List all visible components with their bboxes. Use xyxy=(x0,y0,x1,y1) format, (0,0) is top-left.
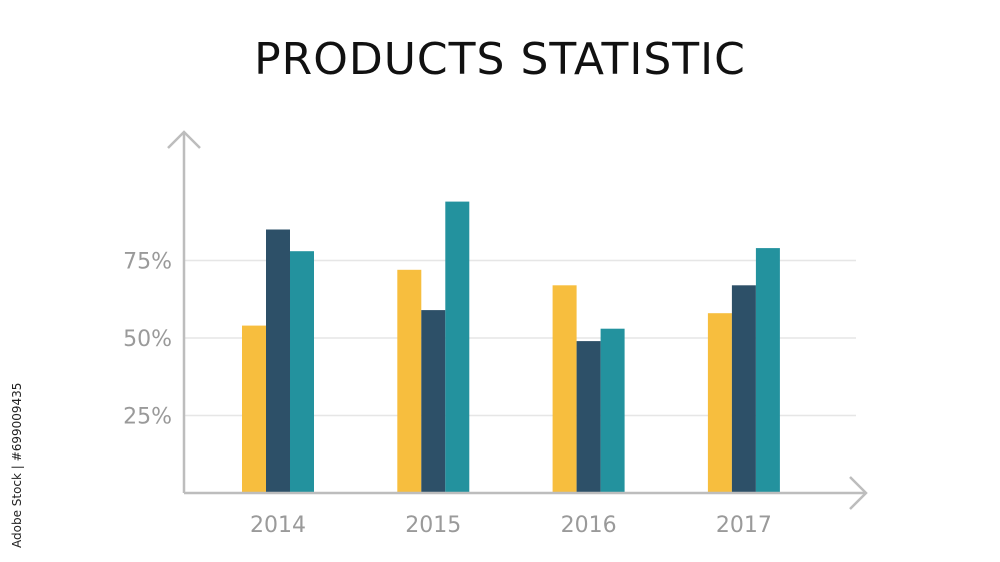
bar xyxy=(552,285,577,493)
bar xyxy=(707,313,732,493)
bar xyxy=(576,341,601,493)
x-tick-label: 2014 xyxy=(250,513,306,538)
y-tick-label: 75% xyxy=(123,250,172,275)
bar xyxy=(755,248,780,493)
bar xyxy=(421,310,446,493)
x-axis-arrow-icon xyxy=(849,476,868,510)
bar xyxy=(290,251,314,493)
bar xyxy=(731,285,756,493)
x-tick-label: 2015 xyxy=(405,513,461,538)
bar xyxy=(445,201,470,493)
bar xyxy=(242,325,266,493)
bar xyxy=(397,269,422,493)
x-tick-label: 2017 xyxy=(716,513,772,538)
y-tick-label: 50% xyxy=(123,327,172,352)
y-tick-label: 25% xyxy=(123,405,172,430)
bar xyxy=(266,229,290,493)
y-axis-arrow-icon xyxy=(167,130,201,149)
chart-title: PRODUCTS STATISTIC xyxy=(254,34,746,85)
x-tick-label: 2016 xyxy=(561,513,617,538)
bar xyxy=(600,328,625,493)
